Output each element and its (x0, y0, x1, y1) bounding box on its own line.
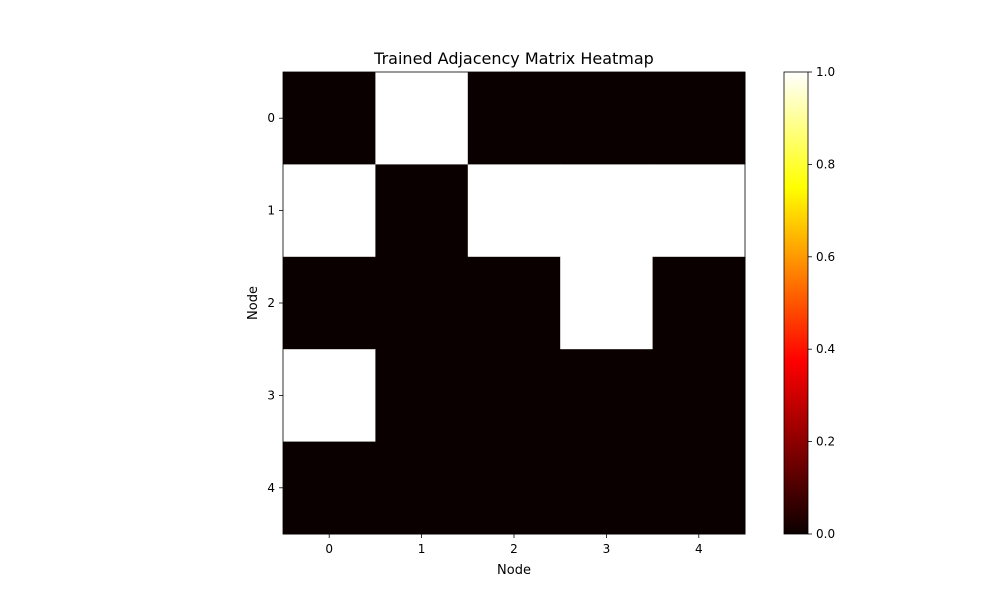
heatmap-cell-0-4 (652, 72, 746, 165)
y-tick-label-1: 1 (267, 204, 275, 218)
heatmap-cell-0-1 (375, 72, 469, 165)
y-axis-label: Node (246, 286, 261, 320)
colorbar (783, 71, 809, 535)
heatmap-cell-0-0 (283, 72, 376, 165)
heatmap-cell-2-2 (467, 256, 561, 350)
colorbar-ticks: 0.0 0.2 0.4 0.6 0.8 1.0 (808, 65, 835, 541)
x-tick-label-2: 2 (510, 542, 518, 556)
heatmap-cell-0-3 (560, 72, 654, 165)
heatmap-cell-3-1 (375, 349, 469, 443)
x-tick-label-4: 4 (695, 542, 703, 556)
x-tick-label-3: 3 (603, 542, 611, 556)
heatmap-cell-1-3 (560, 164, 654, 258)
heatmap-cell-0-2 (467, 72, 561, 165)
x-tick-label-0: 0 (325, 542, 333, 556)
heatmap-cells (283, 72, 746, 535)
heatmap-cell-2-3 (560, 256, 654, 350)
colorbar-tick-label-3: 0.6 (816, 250, 835, 264)
x-axis-ticks: 0 1 2 3 4 (325, 534, 703, 556)
y-tick-label-0: 0 (267, 111, 275, 125)
colorbar-tick-label-5: 1.0 (816, 65, 835, 79)
heatmap-cell-2-0 (283, 256, 376, 350)
heatmap-cell-1-0 (283, 164, 376, 258)
heatmap-cell-4-1 (375, 441, 469, 535)
heatmap-cell-4-0 (283, 441, 376, 535)
heatmap-cell-3-4 (652, 349, 746, 443)
heatmap-cell-3-2 (467, 349, 561, 443)
heatmap-cell-4-3 (560, 441, 654, 535)
heatmap-cell-1-1 (375, 164, 469, 258)
colorbar-tick-label-1: 0.2 (816, 435, 835, 449)
y-axis-ticks: 0 1 2 3 4 (267, 111, 283, 495)
x-tick-label-1: 1 (418, 542, 426, 556)
heatmap-cell-1-2 (467, 164, 561, 258)
y-tick-label-4: 4 (267, 481, 275, 495)
chart-title: Trained Adjacency Matrix Heatmap (373, 49, 654, 68)
colorbar-tick-label-2: 0.4 (816, 342, 835, 356)
heatmap-cell-3-0 (283, 349, 376, 443)
x-axis-label: Node (497, 563, 531, 578)
heatmap-cell-2-4 (652, 256, 746, 350)
heatmap-cell-2-1 (375, 256, 469, 350)
heatmap-cell-3-3 (560, 349, 654, 443)
heatmap-cell-4-4 (652, 441, 746, 535)
heatmap-cell-1-4 (652, 164, 746, 258)
y-tick-label-2: 2 (267, 296, 275, 310)
y-tick-label-3: 3 (267, 388, 275, 402)
heatmap-cell-4-2 (467, 441, 561, 535)
colorbar-tick-label-4: 0.8 (816, 157, 835, 171)
colorbar-tick-label-0: 0.0 (816, 527, 835, 541)
